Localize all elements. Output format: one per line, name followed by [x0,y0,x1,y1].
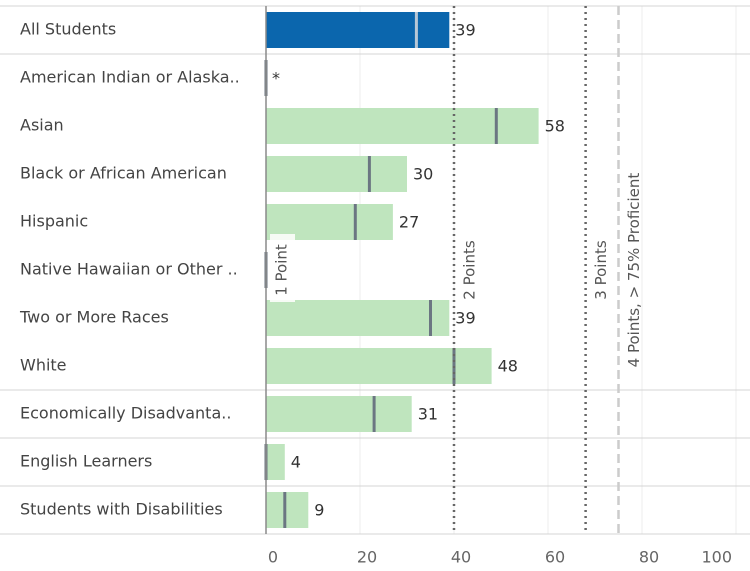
reference-label: 2 Points [461,240,479,300]
data-label: 9 [314,501,324,520]
reference-label: 3 Points [592,240,610,300]
x-tick-label: 20 [357,548,377,567]
reference-label: 4 Points, > 75% Proficient [625,173,643,368]
category-label: White [20,356,67,375]
reference-label-bg [270,234,295,302]
x-tick-label: 80 [639,548,659,567]
reference-label: 1 Point [273,244,291,296]
category-label: Black or African American [20,164,227,183]
category-label: Two or More Races [19,308,169,327]
bar [266,108,539,144]
x-tick-label: 100 [701,548,732,567]
bar [266,12,450,48]
data-label: 48 [498,357,518,376]
bar [266,348,492,384]
data-label: 27 [399,213,419,232]
data-label: 4 [291,453,301,472]
data-label: 31 [418,405,438,424]
data-label: * [272,69,280,88]
bar [266,156,407,192]
data-label: 30 [413,165,433,184]
bar [266,492,309,528]
category-label: All Students [20,20,116,39]
x-tick-label: 40 [451,548,471,567]
category-label: Native Hawaiian or Other .. [20,260,238,279]
category-label: American Indian or Alaska.. [20,68,240,87]
data-label: 39 [455,21,475,40]
category-label: Hispanic [20,212,88,231]
category-label: Asian [20,116,64,135]
data-label: 39 [455,309,475,328]
bar [266,396,412,432]
category-label: Economically Disadvanta.. [20,404,231,423]
bar [266,444,285,480]
x-tick-label: 60 [545,548,565,567]
data-label: 58 [545,117,565,136]
category-label: Students with Disabilities [20,500,223,519]
bar [266,300,450,336]
category-label: English Learners [20,452,152,471]
x-tick-label: 0 [268,548,278,567]
